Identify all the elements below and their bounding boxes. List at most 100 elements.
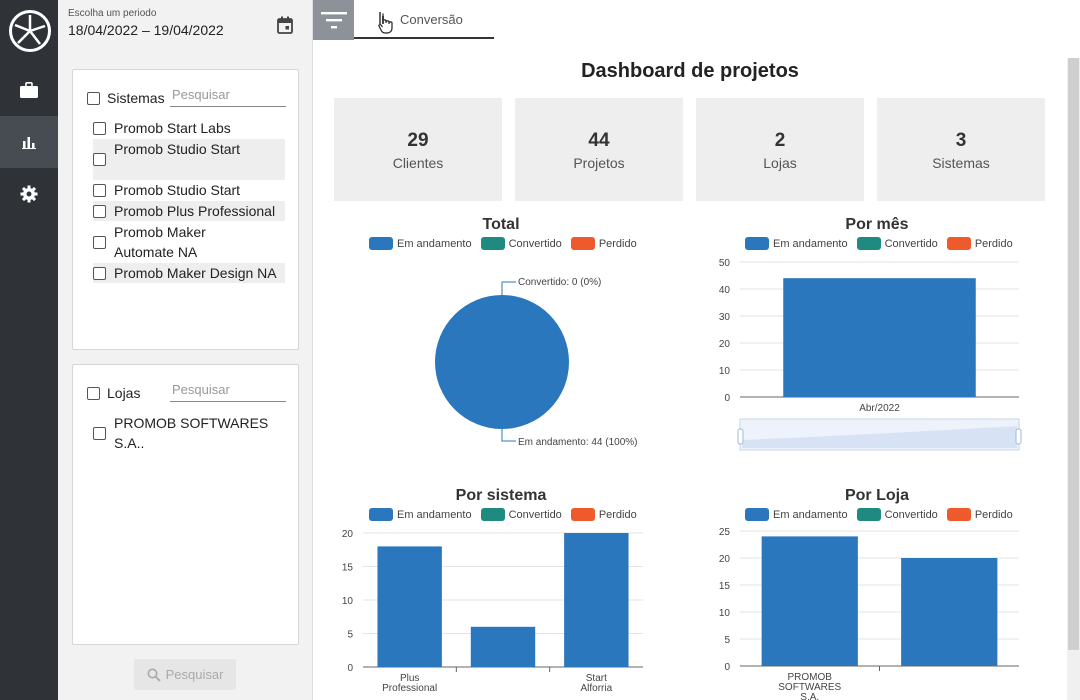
nav-projects[interactable] xyxy=(0,64,58,116)
sistema-checkbox[interactable] xyxy=(93,184,106,197)
legend-por-sistema[interactable]: Em andamento Convertido Perdido xyxy=(369,508,646,521)
legend-swatch xyxy=(480,237,505,250)
sistemas-header: Sistemas xyxy=(87,90,165,106)
y-tick-label: 0 xyxy=(724,393,730,404)
kpi-label: Sistemas xyxy=(932,155,990,171)
legend-por-mes[interactable]: Em andamento Convertido Perdido xyxy=(745,237,1022,250)
x-tick-label: Professional xyxy=(382,683,437,694)
legend-item[interactable]: Convertido xyxy=(856,237,938,250)
y-tick-label: 20 xyxy=(719,339,731,350)
lojas-filter-box: Lojas Pesquisar PROMOB SOFTWARES S.A.. xyxy=(72,364,299,645)
tab-label: Conversão xyxy=(400,12,463,27)
sistema-checkbox[interactable] xyxy=(93,267,106,280)
bar xyxy=(783,278,976,397)
zoom-handle-left xyxy=(737,428,744,445)
legend-swatch xyxy=(745,237,769,250)
kpi-label: Clientes xyxy=(392,155,444,171)
calendar-icon[interactable] xyxy=(277,16,293,34)
scrollbar-thumb[interactable] xyxy=(1068,58,1079,650)
legend-label: Convertido xyxy=(884,237,938,250)
lojas-select-all-checkbox[interactable] xyxy=(87,386,100,400)
legend-por-loja[interactable]: Em andamento Convertido Perdido xyxy=(745,508,1022,521)
legend-item[interactable]: Em andamento xyxy=(745,508,848,521)
zoom-slider-preview xyxy=(742,426,1017,448)
bar-chart-icon xyxy=(22,137,36,149)
y-tick-label: 5 xyxy=(347,630,353,641)
legend-item[interactable]: Convertido xyxy=(480,508,562,521)
y-tick-label: 0 xyxy=(347,663,353,674)
legend-item[interactable]: Perdido xyxy=(946,237,1013,250)
nav-settings[interactable] xyxy=(0,168,58,220)
loja-checkbox[interactable] xyxy=(93,427,106,440)
sistemas-search-input[interactable]: Pesquisar xyxy=(170,87,286,107)
sistemas-label: Sistemas xyxy=(107,90,165,106)
sistema-label: Promob Start Labs xyxy=(114,120,231,136)
y-tick-label: 20 xyxy=(342,529,354,540)
sistema-label: Promob Maker Automate NA xyxy=(114,224,206,260)
sistemas-select-all-checkbox[interactable] xyxy=(87,91,100,105)
tab-conversao[interactable]: Conversão xyxy=(354,0,494,39)
lojas-search-input[interactable]: Pesquisar xyxy=(170,382,286,402)
legend-total[interactable]: Em andamento Convertido Perdido xyxy=(369,237,646,250)
legend-item[interactable]: Convertido xyxy=(856,508,938,521)
sistema-item[interactable]: Promob Plus Professional xyxy=(93,201,285,221)
kpi-value: 44 xyxy=(588,130,610,151)
y-tick-label: 50 xyxy=(719,258,731,269)
sistema-item[interactable]: Promob Start Labs xyxy=(93,118,285,138)
nav-rail xyxy=(0,0,58,700)
sistema-item[interactable]: Promob Maker Design NA xyxy=(93,263,285,283)
sistema-label: Promob Studio Start xyxy=(114,182,241,198)
kpi-label: Projetos xyxy=(573,155,625,171)
legend-item[interactable]: Convertido xyxy=(480,237,562,250)
period-input[interactable]: 18/04/2022 – 19/04/2022 xyxy=(68,22,224,38)
y-tick-label: 15 xyxy=(342,563,354,574)
hand-cursor-icon xyxy=(378,13,393,34)
sistema-checkbox[interactable] xyxy=(93,236,106,249)
kpi-card-clientes: 29 Clientes xyxy=(334,98,502,201)
lojas-header: Lojas xyxy=(87,385,140,401)
filter-panel: Escolha um periodo 18/04/2022 – 19/04/20… xyxy=(58,0,313,700)
legend-swatch xyxy=(946,237,971,250)
y-tick-label: 30 xyxy=(719,312,731,323)
legend-label: Perdido xyxy=(598,237,637,250)
period-label: Escolha um periodo xyxy=(68,8,157,19)
sistema-checkbox[interactable] xyxy=(93,205,106,218)
legend-swatch xyxy=(856,508,881,521)
legend-item[interactable]: Perdido xyxy=(570,237,637,250)
kpi-card-sistemas: 3 Sistemas xyxy=(877,98,1045,201)
sistema-checkbox[interactable] xyxy=(93,153,106,166)
y-tick-label: 40 xyxy=(719,285,731,296)
toggle-filters-button[interactable] xyxy=(313,0,354,40)
legend-item[interactable]: Perdido xyxy=(946,508,1013,521)
legend-item[interactable]: Em andamento xyxy=(745,237,848,250)
sistema-item[interactable]: Promob Studio Start xyxy=(93,139,285,180)
nav-dashboard[interactable] xyxy=(0,116,58,168)
legend-item[interactable]: Perdido xyxy=(570,508,637,521)
x-tick-label: Abr/2022 xyxy=(859,403,900,414)
lojas-label: Lojas xyxy=(107,385,141,401)
page-title: Dashboard de projetos xyxy=(581,60,799,82)
pie-label: Em andamento: 44 (100%) xyxy=(518,437,638,448)
x-tick-label: Plus xyxy=(400,673,419,684)
legend-item[interactable]: Em andamento xyxy=(369,508,472,521)
bar xyxy=(470,626,536,667)
sistema-checkbox[interactable] xyxy=(93,122,106,135)
sistema-item[interactable]: Promob Maker Automate NA xyxy=(93,222,263,262)
legend-label: Em andamento xyxy=(397,237,472,250)
legend-item[interactable]: Em andamento xyxy=(369,237,472,250)
legend-label: Convertido xyxy=(884,508,938,521)
sistema-item[interactable]: Promob Studio Start xyxy=(93,180,285,200)
search-icon xyxy=(147,668,161,682)
pie-label-line xyxy=(501,429,516,442)
loja-label: PROMOB SOFTWARES S.A.. xyxy=(114,415,269,451)
loja-item[interactable]: PROMOB SOFTWARES S.A.. xyxy=(93,413,273,453)
app-logo-icon[interactable] xyxy=(9,10,51,52)
bar xyxy=(564,533,629,667)
zoom-handle-right xyxy=(1015,428,1022,445)
legend-label: Convertido xyxy=(508,508,562,521)
legend-swatch xyxy=(570,508,595,521)
pie-label: Convertido: 0 (0%) xyxy=(518,277,601,288)
search-button[interactable]: Pesquisar xyxy=(134,659,236,690)
bar xyxy=(761,536,858,666)
